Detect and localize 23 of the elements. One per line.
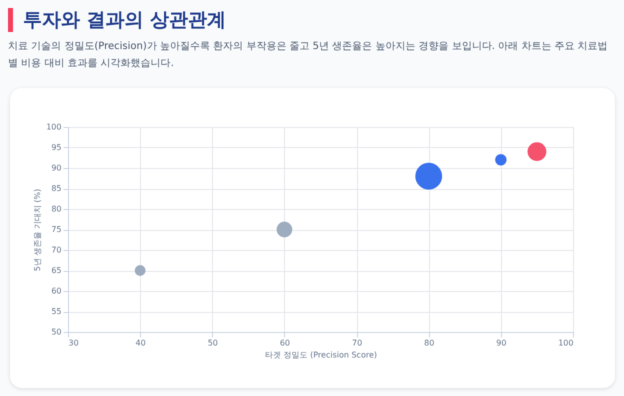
x-tick-label: 90 bbox=[496, 338, 506, 348]
y-tick-label: 75 bbox=[51, 225, 62, 234]
y-tick-label: 65 bbox=[51, 266, 62, 275]
x-tick-label: 100 bbox=[558, 338, 574, 348]
x-tick-label: 60 bbox=[280, 338, 290, 348]
chart-subtitle: 치료 기술의 정밀도(Precision)가 높아질수록 환자의 부작용은 줄고 5년 생존율은 높아지는 경향을 보입니다. 아래 차트는 주요 치료법 별 비용 대비 효과를 시각화했습니다. bbox=[8, 40, 609, 71]
chart-title: 투자와 결과의 상관관계 bbox=[8, 8, 612, 32]
y-tick-label: 95 bbox=[51, 143, 62, 152]
y-tick-label: 70 bbox=[51, 246, 62, 254]
y-tick-label: 60 bbox=[51, 286, 62, 296]
x-axis-title: 타겟 정밀도 (Precision Score) bbox=[265, 350, 377, 360]
y-tick-label: 80 bbox=[51, 204, 62, 214]
x-tick-label: 40 bbox=[136, 338, 146, 348]
x-tick-label: 70 bbox=[352, 338, 362, 348]
y-tick-label: 85 bbox=[51, 184, 62, 193]
y-axis-title: 5년 생존율 기대치 (%) bbox=[33, 188, 42, 272]
x-tick-label: 80 bbox=[424, 338, 434, 348]
y-tick-label: 55 bbox=[51, 307, 62, 316]
y-tick-label: 50 bbox=[51, 328, 62, 336]
y-tick-label: 90 bbox=[51, 164, 62, 172]
x-tick-label: 30 bbox=[68, 338, 79, 348]
y-tick-label: 100 bbox=[46, 122, 62, 132]
x-tick-label: 50 bbox=[208, 338, 218, 348]
